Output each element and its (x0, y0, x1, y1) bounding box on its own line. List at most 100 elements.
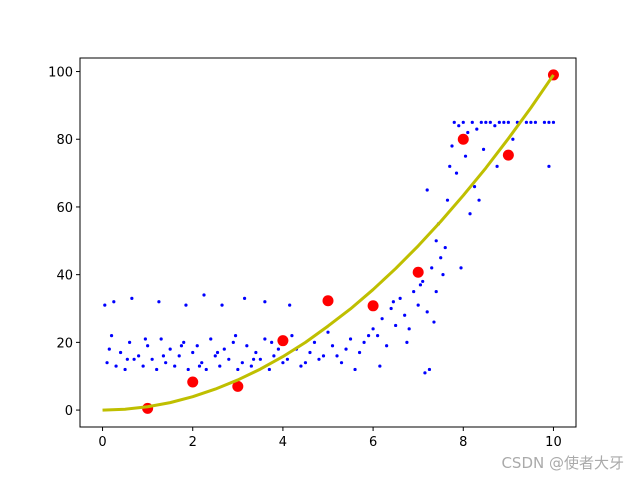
scatter-point (335, 354, 339, 358)
scatter-point (157, 300, 161, 304)
scatter-point (457, 124, 461, 128)
scatter-point (118, 350, 123, 355)
scatter-point (470, 120, 474, 124)
scatter-point (441, 273, 445, 277)
scatter-point (107, 347, 111, 351)
scatter-point (200, 361, 204, 365)
scatter-point (240, 361, 244, 365)
scatter-point (277, 335, 289, 347)
y-tick-label: 0 (65, 404, 73, 419)
scatter-point (330, 344, 335, 348)
scatter-point (403, 313, 407, 317)
scatter-point (109, 333, 114, 338)
scatter-point (164, 361, 168, 365)
scatter-point (405, 340, 409, 344)
scatter-point (412, 266, 424, 278)
scatter-point (195, 344, 199, 348)
scatter-point (353, 367, 357, 372)
scatter-point (321, 354, 326, 358)
scatter-point (184, 303, 188, 307)
scatter-point (252, 357, 256, 361)
scatter-point (322, 295, 334, 307)
scatter-point (479, 120, 483, 124)
scatter-point (128, 340, 132, 344)
scatter-point (459, 266, 463, 270)
scatter-point (218, 364, 222, 368)
scatter-point (472, 185, 477, 189)
scatter-point (432, 320, 436, 324)
scatter-point (362, 340, 366, 344)
scatter-point (461, 120, 465, 124)
scatter-point (125, 357, 129, 361)
y-tick-label: 20 (56, 336, 73, 351)
scatter-point (303, 361, 308, 365)
x-tick-label: 8 (459, 435, 467, 450)
scatter-point (177, 354, 181, 358)
scatter-point (146, 344, 150, 348)
scatter-point (209, 337, 213, 341)
scatter-point (488, 120, 492, 124)
scatter-point (477, 198, 481, 202)
scatter-point (204, 367, 208, 372)
scatter-point (137, 354, 141, 358)
line (102, 74, 555, 412)
scatter-point (155, 367, 159, 372)
scatter-point (191, 350, 195, 355)
scatter-point (427, 367, 432, 372)
scatter-point (542, 120, 547, 124)
scatter-point (339, 361, 344, 365)
scatter-point (290, 333, 294, 338)
x-tick-label: 0 (98, 435, 106, 450)
scatter-point (242, 296, 247, 300)
scatter-point (421, 279, 425, 284)
scatter-point (168, 347, 172, 351)
scatter-point (186, 367, 190, 372)
scatter-point (285, 357, 290, 361)
scatter-point (187, 376, 199, 388)
scatter-point (141, 364, 145, 368)
scatter-point (179, 344, 184, 348)
scatter-point (272, 354, 276, 358)
scatter-point (493, 124, 497, 128)
scatter-point (533, 120, 538, 124)
scatter-point (547, 164, 551, 168)
scatter-point (394, 323, 398, 328)
scatter-point (380, 317, 384, 321)
scatter-point (263, 337, 267, 341)
scatter-point (425, 188, 429, 192)
scatter-point (367, 300, 379, 312)
scatter-point (463, 154, 468, 158)
scatter-point (481, 147, 486, 152)
y-tick-label: 100 (48, 66, 73, 81)
scatter-point (227, 357, 231, 361)
scatter-point (270, 340, 274, 344)
scatter-point (371, 327, 375, 331)
scatter-point (288, 303, 292, 307)
scatter-point (434, 239, 438, 243)
scatter-point (454, 171, 459, 175)
scatter-point (357, 350, 362, 355)
x-tick-label: 4 (279, 435, 287, 450)
scatter-point (495, 164, 499, 168)
scatter-point (254, 350, 258, 355)
scatter-point (502, 120, 506, 124)
scatter-point (529, 120, 533, 124)
scatter-point (182, 340, 186, 344)
scatter-point (132, 357, 136, 361)
scatter-point (161, 354, 166, 358)
y-tick-label: 40 (56, 269, 73, 284)
scatter-point (276, 347, 280, 351)
scatter-point (468, 212, 472, 216)
scatter-point (511, 137, 515, 141)
scatter-point (439, 256, 443, 260)
scatter-point (389, 306, 393, 311)
scatter-point (245, 344, 249, 348)
scatter-point (258, 357, 262, 361)
scatter-point (547, 120, 551, 124)
watermark: CSDN @使者大牙 (501, 454, 624, 472)
scatter-point (457, 133, 469, 145)
y-tick-label: 80 (56, 133, 73, 148)
scatter-point (425, 310, 429, 314)
scatter-point (267, 367, 271, 372)
